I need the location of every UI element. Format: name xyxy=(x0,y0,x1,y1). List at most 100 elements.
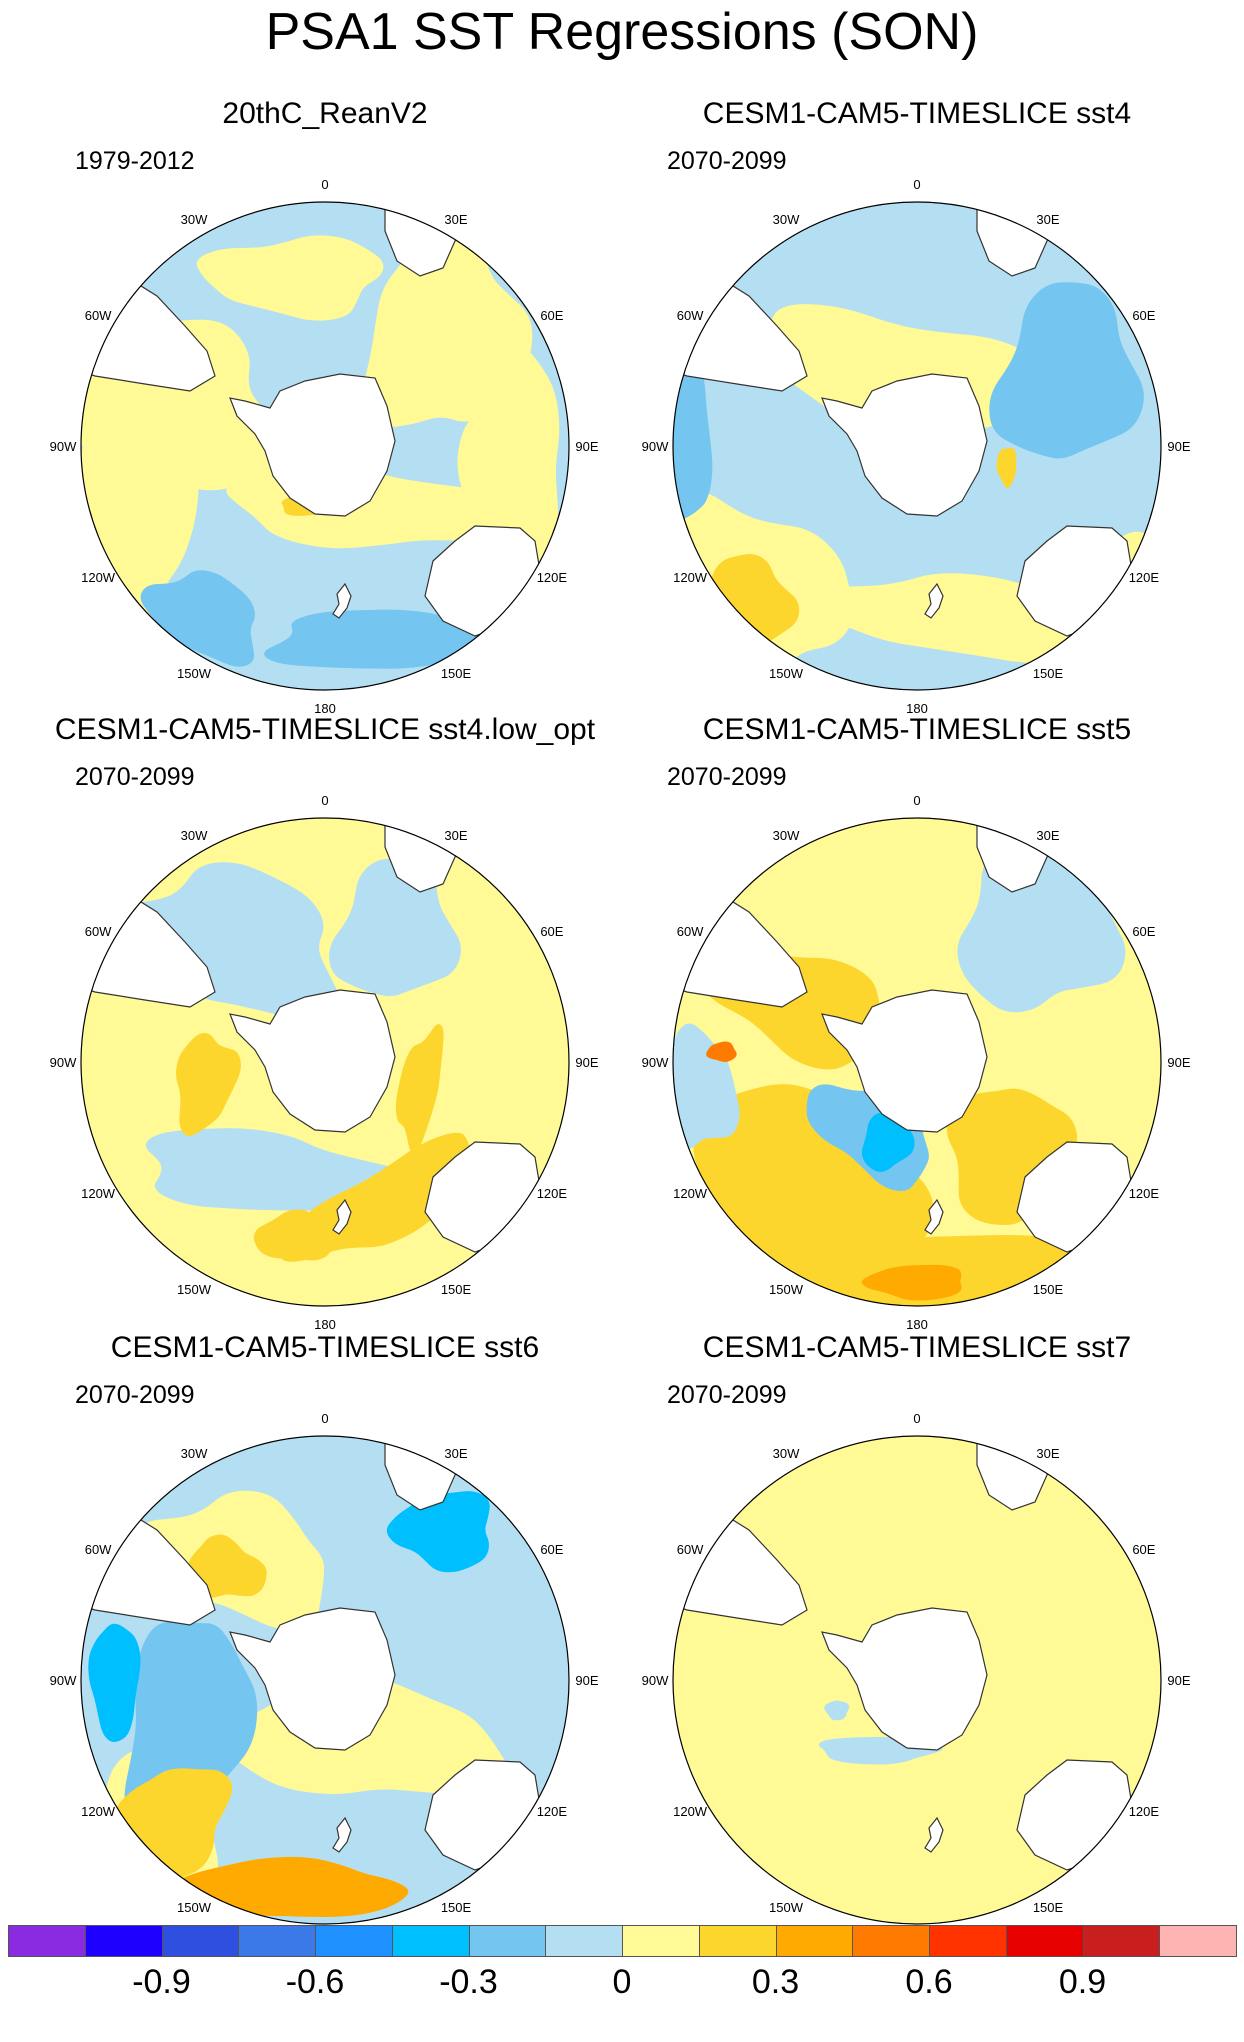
sst-field xyxy=(673,202,1161,690)
colorbar-swatch xyxy=(238,1925,316,1957)
sst-anomaly-region xyxy=(457,347,560,575)
colorbar-tick-label: -0.6 xyxy=(285,1963,345,2001)
figure-title: PSA1 SST Regressions (SON) xyxy=(265,3,979,61)
colorbar-tick-label: 0.9 xyxy=(1058,1963,1107,2001)
land-mass xyxy=(229,989,396,1133)
sst-anomaly-region xyxy=(175,1032,241,1137)
panel-title: 20thC_ReanV2 xyxy=(222,97,428,130)
sst-anomaly-region xyxy=(169,1856,409,1918)
sst-anomaly-region xyxy=(957,843,1126,1013)
panel-period: 2070-2099 xyxy=(667,1381,787,1409)
longitude-label: 150E xyxy=(441,666,472,681)
map-panel-5: CESM1-CAM5-TIMESLICE sst6 2070-2099 0 30E… xyxy=(25,1330,625,1950)
longitude-label: 30W xyxy=(181,1446,208,1461)
sst-anomaly-region xyxy=(109,862,340,1021)
colorbar-tick-label: -0.9 xyxy=(132,1963,191,2001)
colorbar-swatch xyxy=(468,1925,547,1957)
sst-field xyxy=(81,202,569,690)
longitude-label: 120W xyxy=(673,570,708,585)
sst-anomaly-region xyxy=(188,1534,267,1598)
longitude-label: 150W xyxy=(177,1900,212,1915)
colorbar xyxy=(8,1925,1237,1959)
longitude-label: 150E xyxy=(441,1900,472,1915)
sst-anomaly-region xyxy=(824,1700,850,1721)
longitude-label: 30W xyxy=(181,828,208,843)
longitude-label: 180 xyxy=(906,1317,928,1332)
map-boundary xyxy=(80,201,570,691)
longitude-label: 60E xyxy=(540,1542,563,1557)
colorbar-swatch xyxy=(1159,1925,1237,1957)
longitude-label: 0 xyxy=(913,177,920,192)
colorbar-tick-label: 0.3 xyxy=(751,1963,800,2001)
sst-anomaly-region xyxy=(996,447,1017,488)
longitude-label: 90W xyxy=(642,439,669,454)
panel-period: 2070-2099 xyxy=(667,763,787,791)
longitude-label: 30W xyxy=(773,828,800,843)
map-boundary xyxy=(80,1435,570,1925)
longitude-label: 150W xyxy=(177,666,212,681)
panel-title: CESM1-CAM5-TIMESLICE sst4 xyxy=(702,97,1132,130)
map-panel-3: CESM1-CAM5-TIMESLICE sst4.low_opt 2070-2… xyxy=(25,712,625,1332)
longitude-label: 90E xyxy=(1167,1055,1190,1070)
land-mass xyxy=(332,1198,352,1235)
longitude-label: 60E xyxy=(1132,924,1155,939)
map-panel-6: CESM1-CAM5-TIMESLICE sst7 2070-2099 0 30E… xyxy=(617,1330,1217,1950)
sst-anomaly-region xyxy=(386,1491,490,1573)
longitude-label: 60W xyxy=(85,924,112,939)
colorbar-swatch xyxy=(8,1925,86,1957)
colorbar-swatch xyxy=(1082,1925,1161,1957)
sst-anomaly-region xyxy=(989,282,1144,459)
longitude-label: 30W xyxy=(773,1446,800,1461)
map-boundary xyxy=(672,201,1162,691)
longitude-label: 90W xyxy=(50,1673,77,1688)
sst-anomaly-region xyxy=(395,1024,444,1153)
longitude-label: 120W xyxy=(81,1804,116,1819)
sst-anomaly-region xyxy=(861,1112,915,1172)
sst-anomaly-region xyxy=(140,570,255,667)
longitude-label: 150W xyxy=(769,666,804,681)
longitude-label: 90W xyxy=(642,1673,669,1688)
colorbar-swatch xyxy=(391,1925,470,1957)
longitude-label: 30E xyxy=(1036,828,1059,843)
longitude-label: 60W xyxy=(85,1542,112,1557)
land-mass xyxy=(924,1198,944,1235)
land-mass xyxy=(924,582,944,619)
longitude-label: 0 xyxy=(321,177,328,192)
longitude-label: 90W xyxy=(50,1055,77,1070)
sst-anomaly-region xyxy=(861,1264,962,1301)
colorbar-swatch xyxy=(315,1925,393,1957)
panel-title: CESM1-CAM5-TIMESLICE sst4.low_opt xyxy=(54,713,596,746)
longitude-label: 120E xyxy=(537,1804,568,1819)
land-mass xyxy=(229,373,396,517)
longitude-label: 0 xyxy=(321,1411,328,1426)
longitude-label: 0 xyxy=(913,793,920,808)
longitude-label: 120W xyxy=(673,1804,708,1819)
longitude-label: 120E xyxy=(1129,1186,1160,1201)
colorbar-tick-label: 0.6 xyxy=(905,1963,953,2001)
land-mass xyxy=(821,373,988,517)
sst-anomaly-region xyxy=(88,1623,141,1743)
longitude-label: 90E xyxy=(575,1055,598,1070)
longitude-label: 150W xyxy=(769,1282,804,1297)
longitude-label: 150E xyxy=(1033,666,1064,681)
longitude-label: 30E xyxy=(444,1446,467,1461)
colorbar-swatch xyxy=(852,1925,930,1957)
map-panel-2: CESM1-CAM5-TIMESLICE sst4 2070-2099 0 30E… xyxy=(617,96,1217,716)
sst-anomaly-region xyxy=(196,235,384,321)
land-mass xyxy=(332,1816,352,1853)
colorbar-swatch xyxy=(1005,1925,1084,1957)
sst-anomaly-region xyxy=(253,1209,333,1261)
longitude-label: 90W xyxy=(50,439,77,454)
colorbar-tick-label: -0.3 xyxy=(439,1963,498,2001)
longitude-label: 150E xyxy=(1033,1282,1064,1297)
longitude-label: 30E xyxy=(1036,1446,1059,1461)
colorbar-swatch xyxy=(161,1925,240,1957)
longitude-label: 60E xyxy=(1132,1542,1155,1557)
sst-anomaly-region xyxy=(796,573,1082,664)
sst-anomaly-region xyxy=(946,1088,1078,1226)
longitude-label: 120E xyxy=(537,570,568,585)
